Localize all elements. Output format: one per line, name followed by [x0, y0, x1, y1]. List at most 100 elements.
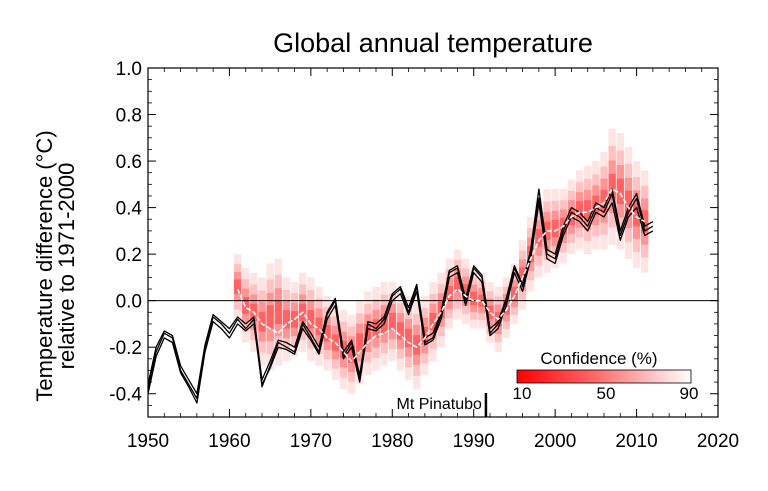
legend-label-90: 90: [680, 384, 699, 403]
confidence-bar: [510, 287, 519, 301]
confidence-bar: [445, 258, 453, 329]
confidence-bar: [323, 325, 331, 342]
confidence-bar: [486, 282, 494, 343]
confidence-bar: [307, 310, 315, 329]
y-tick-label: 0.4: [116, 199, 143, 220]
confidence-bar: [429, 293, 437, 350]
legend-label-10: 10: [513, 384, 532, 403]
confidence-bar: [356, 300, 364, 385]
y-axis-label: Temperature difference (°C) relative to …: [32, 130, 79, 401]
confidence-bar: [551, 188, 559, 269]
confidence-bar: [470, 291, 478, 305]
axis-ticks: 1950 1960 1970 1980 1990 2000 2010 2020 -0.4 -0.2…: [109, 59, 739, 452]
confidence-bar: [364, 291, 372, 376]
confidence-bar: [461, 284, 470, 299]
confidence-bar: [282, 310, 291, 329]
confidence-bar: [600, 151, 608, 250]
x-tick-label: 2020: [697, 431, 739, 452]
confidence-bar: [258, 311, 266, 332]
confidence-bar: [608, 128, 616, 245]
confidence-bar: [347, 336, 356, 372]
confidence-bar: [510, 272, 519, 315]
x-tick-label: 1970: [290, 431, 332, 452]
confidence-bar: [282, 300, 291, 339]
confidence-bar: [584, 200, 592, 220]
confidence-bar: [233, 272, 242, 302]
legend-colorbar: [516, 369, 692, 384]
pinatubo-annotation: Mt Pinatubo: [397, 393, 488, 417]
confidence-bar: [584, 165, 592, 255]
x-tick-label: 1980: [371, 431, 413, 452]
confidence-bar: [600, 166, 608, 235]
confidence-bar: [413, 313, 421, 376]
y-axis-label-line1: Temperature difference (°C): [32, 130, 57, 401]
y-tick-label: 0.2: [116, 245, 142, 266]
x-tick-label: 1990: [453, 431, 495, 452]
confidence-bar: [307, 289, 315, 349]
y-tick-label: -0.2: [109, 338, 142, 359]
confidence-bar: [502, 286, 510, 329]
confidence-bar: [575, 192, 584, 228]
confidence-bar: [518, 240, 527, 310]
confidence-bar: [266, 263, 274, 371]
pinatubo-label: Mt Pinatubo: [397, 396, 482, 413]
confidence-bar: [600, 189, 608, 212]
confidence-bar: [323, 316, 331, 350]
confidence-bar: [632, 161, 641, 269]
confidence-bar: [429, 282, 437, 362]
confidence-bar: [429, 312, 437, 331]
confidence-bar: [413, 335, 421, 355]
confidence-bar: [518, 267, 527, 283]
confidence-bar: [258, 277, 266, 366]
confidence-bar: [364, 324, 372, 343]
confidence-bar: [624, 177, 633, 229]
confidence-bar: [518, 250, 527, 300]
confidence-bar: [624, 147, 633, 259]
confidence-bar: [575, 170, 584, 250]
confidence-bar: [616, 165, 624, 218]
confidence-bar: [486, 298, 494, 326]
confidence-bar: [600, 178, 608, 223]
confidence-bar: [258, 290, 266, 353]
confidence-bar: [388, 312, 396, 331]
confidence-bar: [592, 174, 600, 237]
confidence-bar: [616, 133, 624, 250]
confidence-bar: [632, 177, 641, 253]
confidence-bar: [486, 291, 494, 334]
confidence-bar: [502, 277, 510, 338]
confidence-bar: [347, 345, 356, 363]
x-tick-label: 2000: [534, 431, 576, 452]
confidence-bar: [632, 190, 641, 239]
confidence-bar: [470, 268, 478, 329]
confidence-bar: [551, 219, 559, 238]
confidence-bar: [242, 279, 250, 332]
confidence-bar: [592, 195, 600, 215]
confidence-bar: [242, 268, 250, 343]
confidence-bar: [624, 190, 633, 216]
confidence-bar: [307, 277, 315, 362]
confidence-bar: [315, 286, 323, 366]
confidence-bar: [486, 305, 494, 319]
y-tick-label: 0.8: [116, 106, 142, 127]
y-tick-label: 0.6: [116, 152, 142, 173]
confidence-bar: [242, 297, 250, 314]
confidence-bar: [551, 200, 559, 257]
confidence-bar: [608, 145, 616, 228]
confidence-bar: [356, 313, 364, 372]
confidence-bar: [396, 303, 405, 359]
confidence-bar: [470, 284, 478, 312]
x-tick-label: 1950: [127, 431, 169, 452]
confidence-bar: [364, 314, 372, 353]
confidence-bar: [453, 259, 462, 309]
confidence-bar: [315, 298, 323, 354]
confidence-bar: [518, 259, 527, 291]
confidence-bar: [510, 263, 519, 324]
legend-title: Confidence (%): [540, 349, 657, 368]
confidence-bar: [445, 286, 453, 302]
confidence-bar: [315, 308, 323, 345]
confidence-bar: [616, 150, 624, 233]
confidence-bar: [445, 269, 453, 319]
confidence-bar: [632, 202, 641, 227]
confidence-bar: [584, 178, 592, 241]
confidence-bar: [347, 326, 356, 382]
